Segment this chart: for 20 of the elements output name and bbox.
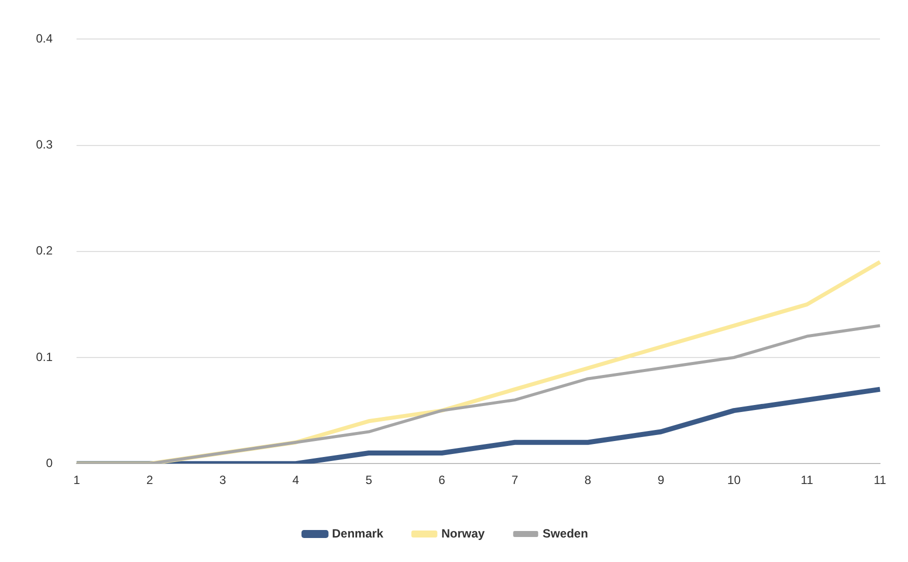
x-tick-label: 4: [292, 473, 300, 488]
x-tick-label: 7: [512, 473, 519, 488]
legend-label: Sweden: [542, 526, 588, 540]
x-tick-label: 8: [584, 473, 592, 488]
x-tick-label: 2: [146, 473, 154, 488]
x-tick-label: 11: [800, 473, 814, 488]
y-tick-label: 0: [46, 456, 53, 470]
legend-label: Norway: [441, 526, 486, 540]
x-tick-label: 11: [874, 473, 887, 488]
y-tick-label: 0.3: [36, 138, 53, 152]
x-tick-label: 10: [727, 473, 741, 488]
x-tick-label: 3: [219, 473, 226, 488]
x-tick-label: 9: [658, 473, 665, 488]
x-tick-label: 6: [438, 473, 446, 488]
x-tick-label: 1: [73, 473, 80, 488]
y-tick-label: 0.2: [36, 244, 53, 258]
y-tick-label: 0.1: [36, 350, 53, 364]
x-tick-label: 5: [365, 473, 372, 488]
y-tick-label: 0.4: [36, 32, 53, 46]
legend-label: Denmark: [332, 526, 384, 540]
